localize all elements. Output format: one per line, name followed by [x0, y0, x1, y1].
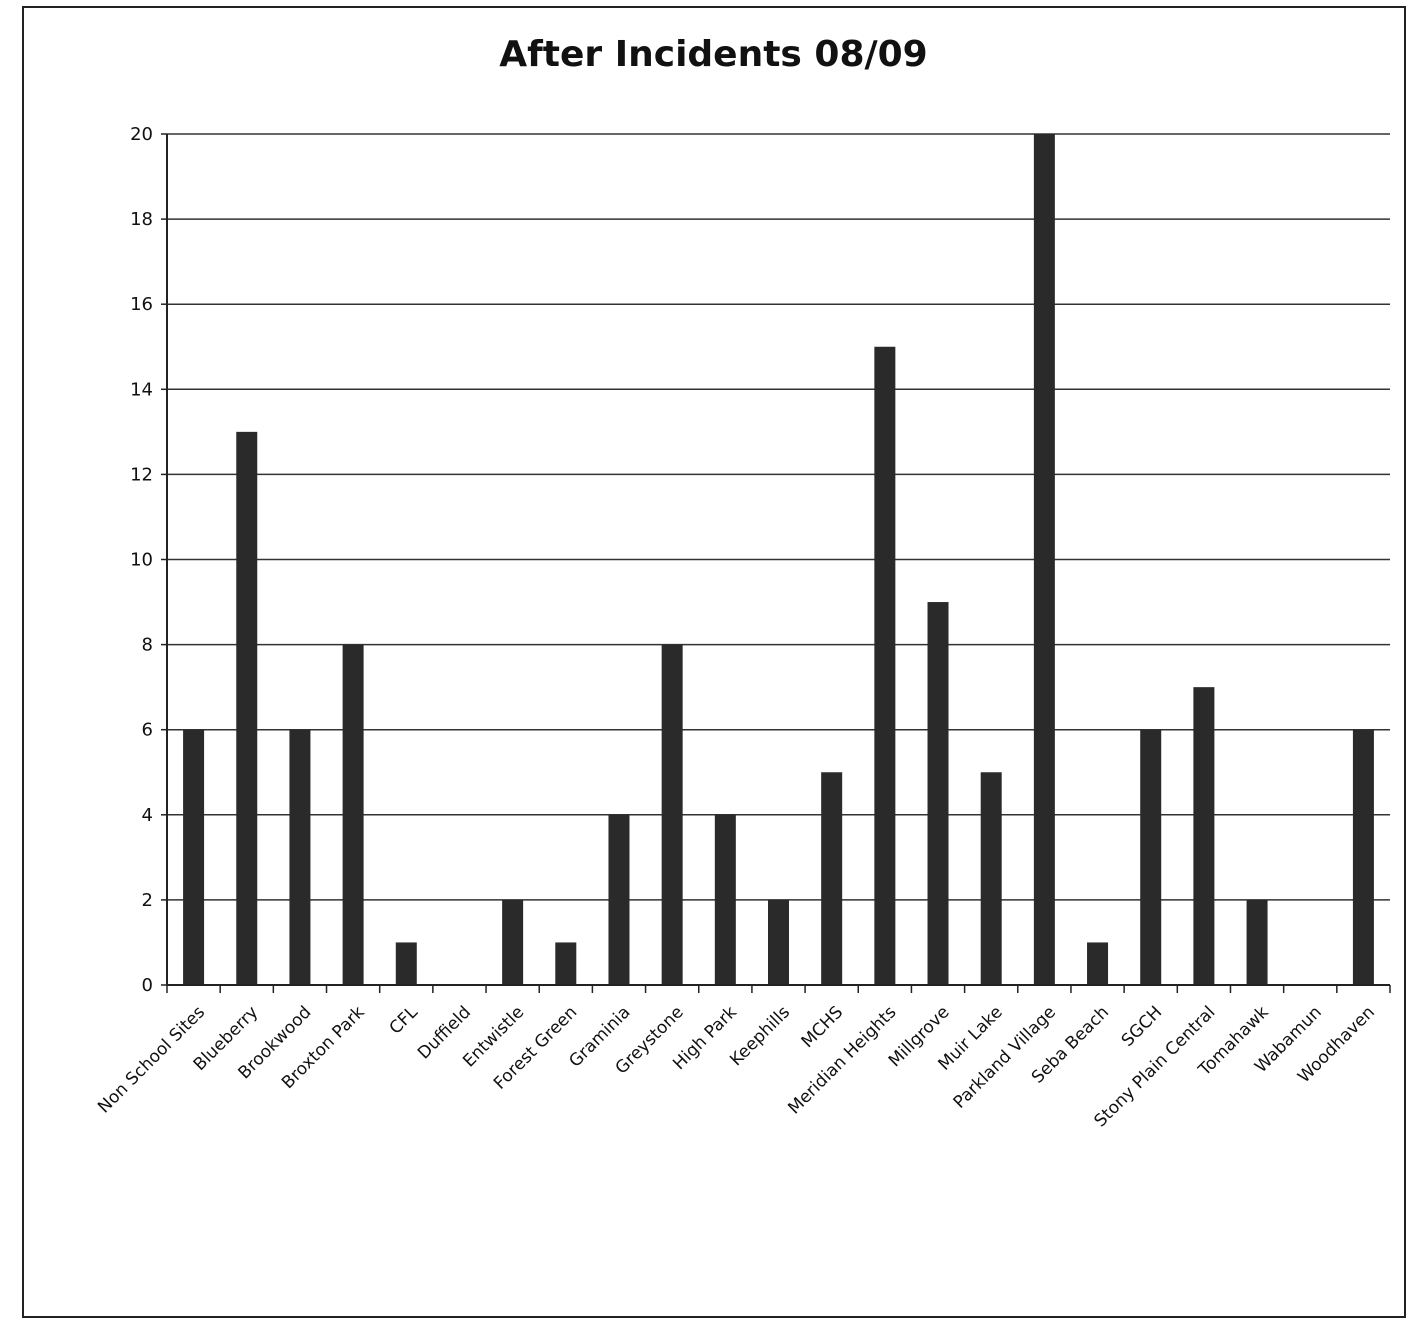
x-tick-label: SGCH	[1118, 1002, 1167, 1051]
y-tick-label: 12	[130, 464, 153, 485]
bar	[1193, 687, 1215, 985]
x-tick-label: CFL	[386, 1002, 423, 1039]
bar	[1246, 899, 1268, 985]
chart-title: After Incidents 08/09	[499, 34, 928, 75]
y-tick-label: 14	[130, 379, 153, 400]
bar	[608, 814, 630, 985]
bar	[874, 346, 896, 985]
y-tick-label: 6	[142, 720, 153, 741]
bar	[395, 942, 417, 985]
bars	[183, 134, 1374, 986]
x-tick-label: MCHS	[798, 1002, 848, 1052]
bar	[183, 729, 205, 985]
y-tick-label: 20	[130, 124, 153, 145]
bar	[236, 431, 258, 986]
bar	[502, 899, 524, 985]
bar	[1140, 729, 1162, 985]
gridlines	[167, 133, 1390, 901]
bar	[342, 644, 364, 985]
bar	[1087, 942, 1109, 985]
y-tick-labels: 0 2 4 6 8 10 12 14 16 18 20	[130, 124, 153, 996]
bar	[714, 814, 736, 985]
y-tick-label: 10	[130, 550, 153, 571]
bar	[289, 729, 311, 985]
y-tick-label: 2	[142, 890, 153, 911]
bar	[661, 644, 683, 985]
bar	[555, 942, 577, 985]
bar	[768, 899, 789, 985]
axes	[161, 133, 1391, 993]
y-tick-label: 8	[142, 635, 153, 656]
bar	[980, 772, 1002, 985]
x-tick-labels: Non School SitesBlueberryBrookwoodBroxto…	[94, 1002, 1379, 1131]
y-tick-label: 16	[130, 294, 153, 315]
bar	[927, 602, 949, 985]
y-tick-label: 18	[130, 209, 153, 230]
bar	[1352, 729, 1374, 985]
bar	[821, 772, 843, 985]
y-tick-label: 4	[142, 805, 153, 826]
y-tick-label: 0	[142, 975, 153, 996]
bar	[1033, 134, 1055, 985]
